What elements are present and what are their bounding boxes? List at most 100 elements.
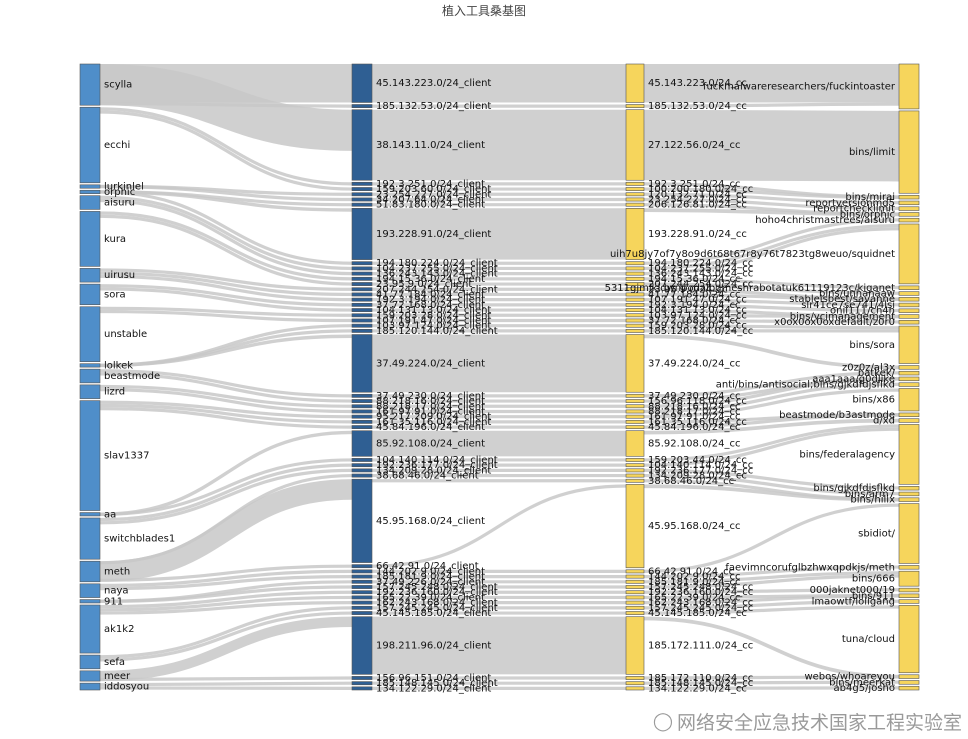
- sankey-node-206-126-81-0-24-cc[interactable]: 206.126.81.0/24_cc: [625, 200, 747, 211]
- sankey-node-192-236-177-0-24-client[interactable]: 192.236.177.0/24_client: [351, 460, 498, 471]
- sankey-node-45-95-168-0-24-client[interactable]: 45.95.168.0/24_client: [351, 478, 485, 563]
- sankey-node-23-254-227-0-24-cc[interactable]: 23.254.227.0/24_cc: [625, 194, 747, 205]
- sankey-node-107-191-47-0-24-cc[interactable]: 107.191.47.0/24_cc: [625, 295, 747, 306]
- sankey-node-157-245-245-0-24-cc[interactable]: 157.245.245.0/24_cc: [625, 603, 753, 614]
- sankey-node-hoho4christmastrees-aisuru[interactable]: hoho4christmastrees/aisuru: [755, 215, 920, 226]
- sankey-node-41-77-184-0-24-cc[interactable]: 41.77.184.0/24_cc: [625, 289, 741, 300]
- sankey-node-5311gjmlkldwnpodalbgmeshrabotatuk61119123c-kiganet[interactable]: 5311gjmlkldwnpodalbgmeshrabotatuk6111912…: [605, 283, 920, 294]
- sankey-node-66-42-91-0-24-client[interactable]: 66.42.91.0/24_client: [351, 561, 479, 572]
- sankey-node-23-95-9-0-24-cc[interactable]: 23.95.9.0/24_cc: [625, 284, 728, 295]
- sankey-node-156-96-118-0-24-cc[interactable]: 156.96.118.0/24_cc: [625, 396, 747, 407]
- sankey-node-bins-federalagency[interactable]: bins/federalagency: [799, 424, 920, 485]
- sankey-node-onii111-ch4n[interactable]: onii111/ch4n: [830, 306, 920, 317]
- sankey-node-45-143-223-0-24-client[interactable]: 45.143.223.0/24_client: [351, 63, 491, 103]
- sankey-node-192-3-251-0-24-cc[interactable]: 192.3.251.0/24_cc: [625, 179, 741, 190]
- sankey-node-192-3-251-0-24-client[interactable]: 192.3.251.0/24_client: [351, 179, 485, 190]
- sankey-node-bins-911[interactable]: bins/911: [852, 591, 920, 602]
- sankey-node-207-244-254-0-24-cc[interactable]: 207.244.254.0/24_cc: [625, 279, 753, 290]
- sankey-node-144-202-9-0-24-cc[interactable]: 144.202.9.0/24_cc: [625, 572, 741, 583]
- sankey-node-207-244-254-0-24-client[interactable]: 207.244.254.0/24_client: [351, 284, 498, 295]
- sankey-node-faevimncorufglbzhwxqpdkjs-meth[interactable]: faevimncorufglbzhwxqpdkjs/meth: [725, 562, 920, 573]
- sankey-node-159-203-28-0-24-client[interactable]: 159.203.28.0/24_client: [351, 310, 491, 321]
- sankey-node-185-172-110-0-24-cc[interactable]: 185.172.110.0/24_cc: [625, 673, 753, 684]
- sankey-node-aaa1aaa-g0dlike[interactable]: aaa1aaa/g0dlike: [812, 374, 920, 385]
- sankey-node-aa[interactable]: aa: [79, 509, 116, 520]
- sankey-node-kura[interactable]: kura: [79, 211, 126, 267]
- sankey-node-ak1k2[interactable]: ak1k2: [79, 604, 134, 654]
- sankey-node-45-95-168-0-24-cc[interactable]: 45.95.168.0/24_cc: [625, 484, 741, 569]
- sankey-node-iddosyou[interactable]: iddosyou: [79, 682, 149, 693]
- sankey-node-38-68-46-0-24-cc[interactable]: 38.68.46.0/24_cc: [625, 476, 734, 487]
- sankey-node-38-68-46-0-24-client[interactable]: 38.68.46.0/24_client: [351, 471, 479, 482]
- sankey-node-185-148-145-0-24-client[interactable]: 185.148.145.0/24_client: [351, 678, 498, 689]
- sankey-node-bins-hilix[interactable]: bins/hilix: [850, 495, 920, 506]
- sankey-node-185-181-9-0-24-cc[interactable]: 185.181.9.0/24_cc: [625, 577, 741, 588]
- sankey-node-159-203-60-0-24-client[interactable]: 159.203.60.0/24_client: [351, 184, 491, 195]
- sankey-node-lizrd[interactable]: lizrd: [79, 384, 125, 399]
- sankey-node-193-228-91-0-24-client[interactable]: 193.228.91.0/24_client: [351, 207, 491, 260]
- sankey-node-156-96-151-0-24-client[interactable]: 156.96.151.0/24_client: [351, 673, 491, 684]
- sankey-node-stableisbest-savanne[interactable]: stableisbest/savanne: [789, 294, 920, 305]
- sankey-node-bins-gjkdfdjsflkd[interactable]: bins/gjkdfdjsflkd: [813, 483, 920, 494]
- sankey-node-66-42-91-0-24-cc[interactable]: 66.42.91.0/24_cc: [625, 566, 734, 577]
- sankey-node-batkek[interactable]: batkek/: [858, 368, 920, 379]
- sankey-node-159-203-44-0-24-cc[interactable]: 159.203.44.0/24_cc: [625, 455, 747, 466]
- sankey-node-reportversionmd5[interactable]: reportversionmd5: [805, 198, 920, 209]
- sankey-node-185-120-144-0-24-cc[interactable]: 185.120.144.0/24_cc: [625, 326, 753, 337]
- sankey-node-51-83-180-0-24-client[interactable]: 51.83.180.0/24_client: [351, 200, 485, 211]
- sankey-node-z0z0z-al3x[interactable]: z0z0z/al3x: [842, 362, 920, 373]
- sankey-node-38-143-11-0-24-client[interactable]: 38.143.11.0/24_client: [351, 109, 485, 181]
- sankey-node-185-120-144-0-24-client[interactable]: 185.120.144.0/24_client: [351, 326, 498, 337]
- sankey-node-37-49-226-0-24-client[interactable]: 37.49.226.0/24_client: [351, 577, 485, 588]
- sankey-node-134-209-28-0-24-cc[interactable]: 134.209.28.0/24_cc: [625, 471, 747, 482]
- sankey-node-95-217-209-0-24-client[interactable]: 95.217.209.0/24_client: [351, 412, 491, 423]
- sankey-node-37-49-224-0-24-client[interactable]: 37.49.224.0/24_client: [351, 334, 485, 393]
- sankey-node-45-143-223-0-24-cc[interactable]: 45.143.223.0/24_cc: [625, 63, 747, 103]
- sankey-node-162-243-168-0-24-client[interactable]: 162.243.168.0/24_client: [351, 598, 498, 609]
- sankey-node-165-22-39-0-24-cc[interactable]: 165.22.39.0/24_cc: [625, 592, 741, 603]
- sankey-node-161-97-91-0-24-cc[interactable]: 161.97.91.0/24_cc: [625, 412, 741, 423]
- sankey-node-bins-unhanaaw[interactable]: bins/unhanaaw: [819, 288, 920, 299]
- sankey-node-sefa[interactable]: sefa: [79, 654, 125, 670]
- sankey-node-37-49-224-0-24-cc[interactable]: 37.49.224.0/24_cc: [625, 334, 741, 393]
- sankey-node-sora[interactable]: sora: [79, 283, 126, 306]
- sankey-node-switchblades1[interactable]: switchblades1: [79, 517, 175, 560]
- sankey-node-185-132-53-0-24-cc[interactable]: 185.132.53.0/24_cc: [625, 101, 747, 112]
- sankey-node-103-97-124-0-24-cc[interactable]: 103.97.124.0/24_cc: [625, 310, 747, 321]
- sankey-node-120-132-71-0-24-cc[interactable]: 120.132.71.0/24_cc: [625, 189, 747, 200]
- sankey-node-bins-arm7[interactable]: bins/arm7: [845, 489, 920, 500]
- sankey-node-192-236-160-0-24-client[interactable]: 192.236.160.0/24_client: [351, 587, 498, 598]
- sankey-node-beastmode[interactable]: beastmode: [79, 368, 160, 384]
- sankey-node-161-35-116-0-24-cc[interactable]: 161.35.116.0/24_cc: [625, 417, 747, 428]
- sankey-node-slav1337[interactable]: slav1337: [79, 400, 149, 511]
- sankey-node-d-xd[interactable]: d/xd: [873, 416, 920, 427]
- sankey-node-88-218-17-0-24-cc[interactable]: 88.218.17.0/24_cc: [625, 406, 741, 417]
- sankey-node-orphic[interactable]: orphic: [79, 187, 135, 198]
- sankey-node-bins-mirai[interactable]: bins/mirai: [845, 192, 920, 203]
- sankey-node-lurkinlel[interactable]: lurkinlel: [79, 182, 144, 193]
- sankey-node-anti-bins-antisocial-bins-gjkdfdjsflkd[interactable]: anti/bins/antisocial;bins/gjkdfdjsflkd: [716, 380, 920, 391]
- sankey-node-185-172-111-0-24-cc[interactable]: 185.172.111.0/24_cc: [625, 616, 753, 675]
- sankey-node-198-211-96-0-24-client[interactable]: 198.211.96.0/24_client: [351, 616, 491, 675]
- sankey-node-tuna-cloud[interactable]: tuna/cloud: [842, 605, 920, 674]
- sankey-node-185-148-145-0-24-cc[interactable]: 185.148.145.0/24_cc: [625, 678, 753, 689]
- sankey-node-88-218-16-0-24-client[interactable]: 88.218.16.0/24_client: [351, 396, 485, 407]
- sankey-node-911[interactable]: 911: [79, 596, 123, 607]
- sankey-node-107-191-47-0-24-client[interactable]: 107.191.47.0/24_client: [351, 315, 491, 326]
- sankey-node-192-3-194-0-24-client[interactable]: 192.3.194.0/24_client: [351, 295, 485, 306]
- sankey-node-136-243-143-0-24-cc[interactable]: 136.243.143.0/24_cc: [625, 269, 753, 280]
- sankey-node-reportchecklimit[interactable]: reportchecklimit: [813, 204, 920, 215]
- sankey-node-ab4g5-josho[interactable]: ab4g5/josho: [834, 683, 920, 694]
- sankey-node-161-97-91-0-24-client[interactable]: 161.97.91.0/24_client: [351, 406, 485, 417]
- sankey-node-185-132-53-0-24-client[interactable]: 185.132.53.0/24_client: [351, 101, 491, 112]
- sankey-node-meer[interactable]: meer: [79, 670, 131, 682]
- sankey-node-104-131-13-0-24-cc[interactable]: 104.131.13.0/24_cc: [625, 305, 747, 316]
- sankey-node-23-95-9-0-24-client[interactable]: 23.95.9.0/24_client: [351, 279, 472, 290]
- sankey-node-45-145-185-0-24-cc[interactable]: 45.145.185.0/24_cc: [625, 608, 747, 619]
- sankey-node-naya[interactable]: naya: [79, 583, 129, 598]
- sankey-node-185-181-9-0-24-client[interactable]: 185.181.9.0/24_client: [351, 572, 485, 583]
- sankey-node-beastmode-b3astmode[interactable]: beastmode/b3astmode: [779, 410, 920, 421]
- sankey-node-100-200-180-0-24-cc[interactable]: 100.200.180.0/24_cc: [625, 184, 753, 195]
- sankey-node-ecchi[interactable]: ecchi: [79, 106, 130, 184]
- sankey-node-37-72-168-0-24-cc[interactable]: 37.72.168.0/24_cc: [625, 315, 741, 326]
